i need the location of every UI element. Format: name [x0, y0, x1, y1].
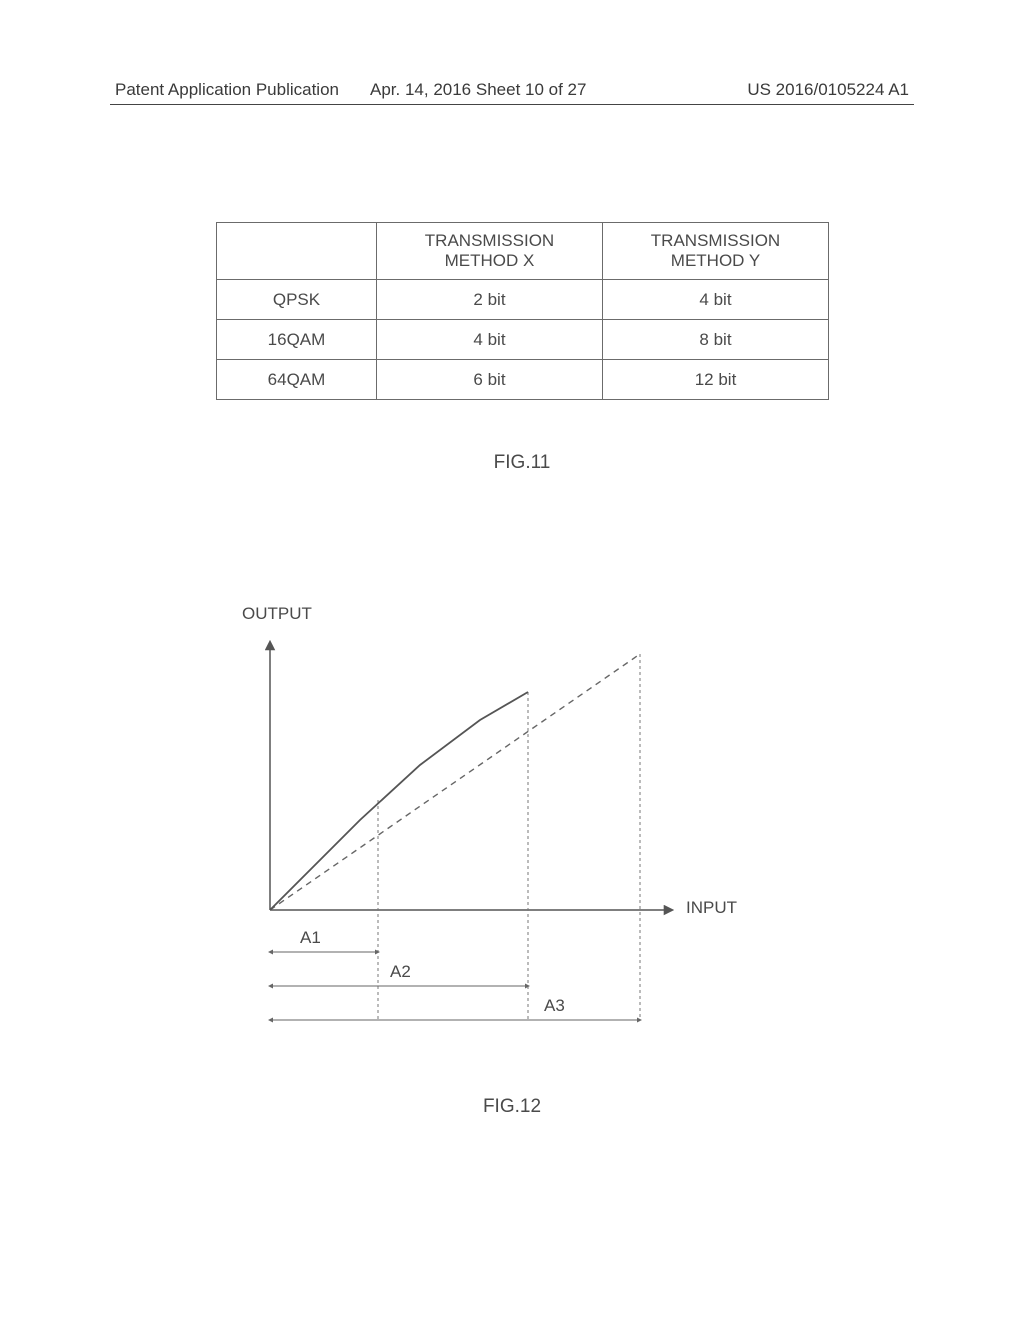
y-axis-label: OUTPUT	[242, 604, 780, 624]
amplifier-chart: OUTPUT	[220, 604, 780, 1060]
table: TRANSMISSION METHOD X TRANSMISSION METHO…	[216, 222, 829, 400]
actual-curve	[270, 692, 528, 910]
range-label-a3: A3	[544, 996, 565, 1016]
cell: 64QAM	[217, 360, 377, 400]
chart-area: INPUT A1 A2 A3	[220, 630, 780, 1060]
cell: 16QAM	[217, 320, 377, 360]
chart-svg	[220, 630, 780, 1040]
header-mid: Apr. 14, 2016 Sheet 10 of 27	[370, 80, 586, 100]
cell: 4 bit	[603, 280, 829, 320]
table-row: 64QAM 6 bit 12 bit	[217, 360, 829, 400]
figure-12-label: FIG.12	[0, 1096, 1024, 1118]
col-method-x: TRANSMISSION METHOD X	[377, 223, 603, 280]
cell: 12 bit	[603, 360, 829, 400]
header-rule	[110, 104, 914, 105]
modulation-table: TRANSMISSION METHOD X TRANSMISSION METHO…	[216, 222, 828, 474]
ideal-line	[270, 654, 640, 910]
cell: 4 bit	[377, 320, 603, 360]
header-right: US 2016/0105224 A1	[747, 80, 909, 100]
x-axis-label: INPUT	[686, 898, 737, 918]
figure-11-label: FIG.11	[216, 452, 828, 474]
cell: 6 bit	[377, 360, 603, 400]
table-header-row: TRANSMISSION METHOD X TRANSMISSION METHO…	[217, 223, 829, 280]
table-row: QPSK 2 bit 4 bit	[217, 280, 829, 320]
col-blank	[217, 223, 377, 280]
col-method-y: TRANSMISSION METHOD Y	[603, 223, 829, 280]
range-label-a1: A1	[300, 928, 321, 948]
cell: 8 bit	[603, 320, 829, 360]
header-left: Patent Application Publication	[115, 80, 339, 100]
table-row: 16QAM 4 bit 8 bit	[217, 320, 829, 360]
range-label-a2: A2	[390, 962, 411, 982]
cell: QPSK	[217, 280, 377, 320]
cell: 2 bit	[377, 280, 603, 320]
